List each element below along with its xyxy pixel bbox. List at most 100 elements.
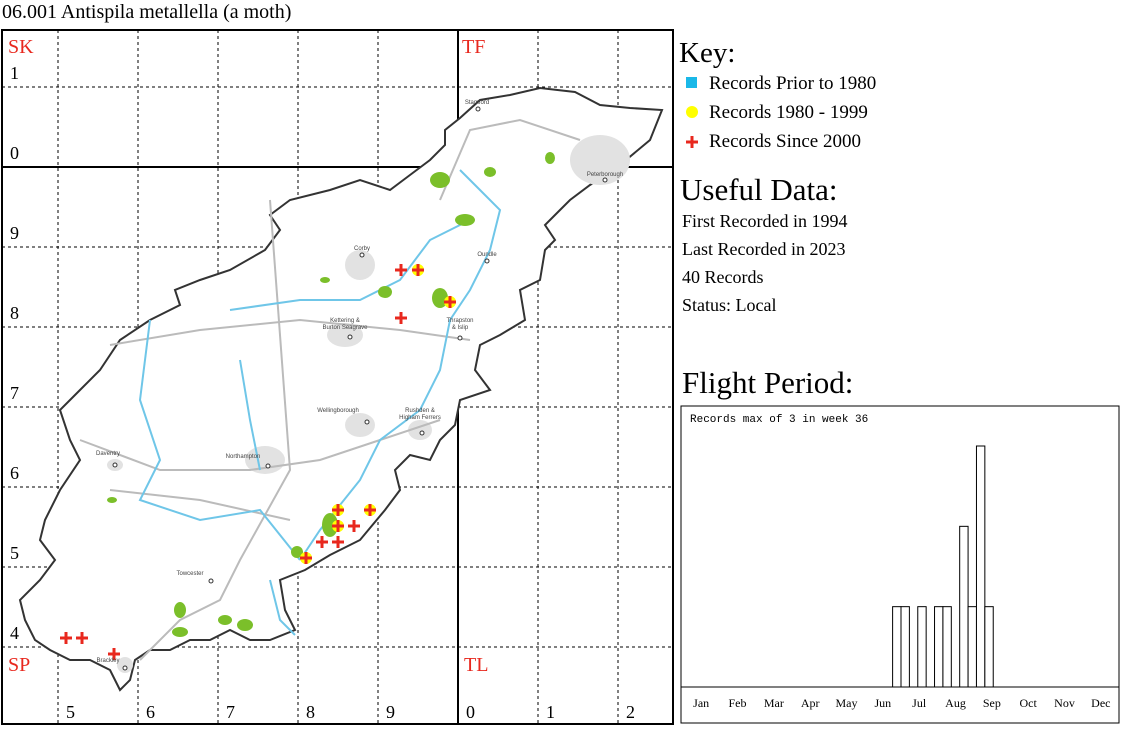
easting-label: 8 [306, 702, 315, 722]
month-label: Sep [983, 696, 1001, 710]
easting-label: 2 [626, 702, 635, 722]
useful-line: Status: Local [682, 295, 776, 315]
town-marker [122, 665, 128, 671]
square-label: TF [462, 36, 485, 58]
town-marker [359, 252, 365, 258]
record-cross [395, 312, 407, 324]
town-label: Peterborough [587, 172, 623, 178]
record-cross [332, 504, 344, 516]
easting-label: 1 [546, 702, 555, 722]
town-label: Northampton [226, 454, 261, 460]
month-label: Jan [693, 696, 709, 710]
legend-swatch [686, 77, 697, 88]
title: 06.001 Antispila metallella (a moth) [2, 1, 291, 23]
record-cross [332, 536, 344, 548]
town-marker [112, 462, 118, 468]
bar [984, 606, 994, 688]
town-marker [419, 430, 425, 436]
bar [934, 606, 944, 688]
useful-data: Useful Data: First Recorded in 1994 Last… [680, 172, 847, 315]
northing-label: 9 [10, 223, 19, 243]
month-label: Aug [945, 696, 966, 710]
town-marker [265, 463, 271, 469]
useful-line: 40 Records [682, 267, 763, 287]
easting-label: 7 [226, 702, 235, 722]
bar [942, 606, 952, 688]
town-marker [484, 258, 490, 264]
month-label: Feb [729, 696, 747, 710]
town-label: Wellingborough [317, 408, 359, 414]
town-label: Daventry [96, 451, 120, 457]
northing-label: 5 [10, 543, 19, 563]
bar [967, 606, 977, 688]
legend-swatch [686, 106, 698, 118]
town-marker [602, 177, 608, 183]
month-label: Oct [1020, 696, 1038, 710]
bar [959, 525, 969, 688]
bar [917, 606, 927, 688]
town-label: Towcester [176, 571, 203, 577]
town-marker [208, 578, 214, 584]
town-label: & Islip [452, 325, 469, 331]
square-label: SP [8, 654, 30, 676]
record-cross [76, 632, 88, 644]
easting-label: 0 [466, 702, 475, 722]
northing-label: 1 [10, 63, 19, 83]
town-markers: Stamford Peterborough Corby Oundle Kettering… [96, 100, 623, 671]
record-cross [444, 296, 456, 308]
square-label: TL [464, 654, 488, 676]
town-label: Corby [354, 246, 370, 252]
town-marker [475, 106, 481, 112]
month-label: Dec [1091, 696, 1110, 710]
town-marker [364, 419, 370, 425]
useful-line: Last Recorded in 2023 [682, 239, 845, 259]
record-cross [60, 632, 72, 644]
town-label: Brackley [96, 658, 119, 664]
legend-label: Records 1980 - 1999 [709, 102, 868, 123]
legend-swatch [686, 136, 698, 148]
key-heading: Key: [679, 37, 735, 69]
northing-label: 6 [10, 463, 19, 483]
square-label: SK [8, 36, 34, 58]
bar [900, 606, 910, 688]
month-label: Nov [1054, 696, 1075, 710]
northing-label: 4 [10, 623, 19, 643]
bar [975, 445, 986, 688]
easting-label: 6 [146, 702, 155, 722]
town-marker [457, 335, 463, 341]
bar [892, 606, 902, 688]
legend-label: Records Since 2000 [709, 131, 861, 152]
county-outline [18, 86, 664, 692]
town-marker [347, 334, 353, 340]
key: Key: Records Prior to 1980 Records 1980 … [679, 37, 876, 152]
map: Stamford Peterborough Corby Oundle Kettering… [1, 29, 674, 725]
woodland [107, 152, 555, 637]
flight-heading: Flight Period: [682, 365, 853, 400]
town-label: Stamford [465, 100, 489, 106]
roads [79, 118, 581, 661]
easting-label: 9 [386, 702, 395, 722]
record-cross [316, 536, 328, 548]
record-cross [395, 264, 407, 276]
record-cross [348, 520, 360, 532]
town-label: Kettering & [330, 318, 360, 324]
month-label: May [836, 696, 858, 710]
record-cross [108, 648, 120, 660]
town-label: Higham Ferrers [399, 415, 441, 421]
month-label: Apr [801, 696, 820, 710]
record-cross [364, 504, 376, 516]
town-label: Burton Seagrave [322, 325, 368, 331]
record-cross [412, 264, 424, 276]
chart-note: Records max of 3 in week 36 [690, 414, 868, 426]
northing-label: 0 [10, 143, 19, 163]
northing-label: 7 [10, 383, 19, 403]
easting-label: 5 [66, 702, 75, 722]
northing-label: 8 [10, 303, 19, 323]
useful-heading: Useful Data: [680, 172, 838, 207]
legend-label: Records Prior to 1980 [709, 73, 876, 94]
useful-line: First Recorded in 1994 [682, 211, 847, 231]
flight-chart: Records max of 3 in week 36 Jan Feb Mar Apr… [680, 405, 1120, 724]
